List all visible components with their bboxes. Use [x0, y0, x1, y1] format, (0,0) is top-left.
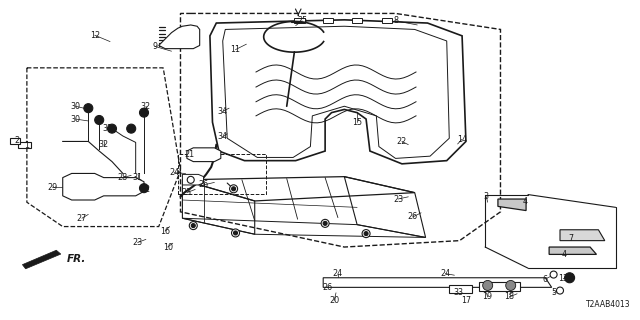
Polygon shape: [18, 142, 31, 148]
Text: 15: 15: [352, 118, 362, 127]
Polygon shape: [159, 25, 200, 49]
Text: 30: 30: [70, 102, 81, 111]
Text: 14: 14: [457, 135, 467, 144]
Text: 28: 28: [118, 173, 128, 182]
Text: 3: 3: [484, 192, 489, 201]
Polygon shape: [382, 18, 392, 23]
Polygon shape: [560, 230, 605, 241]
Circle shape: [191, 224, 195, 228]
Text: 16: 16: [160, 227, 170, 236]
Polygon shape: [498, 199, 526, 211]
Text: FR.: FR.: [67, 254, 86, 264]
Circle shape: [140, 184, 148, 193]
Text: 34: 34: [218, 132, 228, 141]
Text: 32: 32: [141, 185, 151, 194]
Text: 20: 20: [329, 296, 339, 305]
Text: 10: 10: [163, 243, 173, 252]
Circle shape: [362, 230, 370, 237]
Text: 33: 33: [453, 288, 463, 297]
Circle shape: [84, 104, 93, 113]
Text: 34: 34: [218, 107, 228, 116]
Text: 24: 24: [440, 269, 451, 278]
Polygon shape: [294, 18, 305, 23]
Text: 26: 26: [198, 180, 209, 189]
Text: T2AAB4013: T2AAB4013: [586, 300, 630, 309]
Text: 24: 24: [333, 269, 343, 278]
Circle shape: [127, 124, 136, 133]
Text: 19: 19: [483, 292, 493, 301]
Polygon shape: [323, 18, 333, 23]
Text: 23: 23: [182, 188, 192, 197]
Text: 32: 32: [99, 140, 109, 149]
Text: 12: 12: [90, 31, 100, 40]
Text: 9: 9: [152, 42, 157, 51]
Text: 22: 22: [397, 137, 407, 146]
Circle shape: [557, 287, 563, 294]
Text: 1: 1: [24, 141, 29, 150]
Polygon shape: [10, 138, 20, 144]
Text: 29: 29: [47, 183, 58, 192]
Text: 30: 30: [70, 115, 81, 124]
Text: 17: 17: [461, 296, 471, 305]
Circle shape: [483, 280, 493, 291]
Text: 23: 23: [393, 195, 403, 204]
Polygon shape: [549, 247, 596, 254]
Circle shape: [232, 187, 236, 191]
Circle shape: [234, 231, 237, 235]
Text: 26: 26: [408, 212, 418, 221]
Text: 32: 32: [141, 102, 151, 111]
Circle shape: [95, 116, 104, 124]
Circle shape: [321, 220, 329, 227]
Polygon shape: [479, 282, 520, 291]
Text: 11: 11: [230, 45, 241, 54]
Text: 4: 4: [562, 250, 567, 259]
Text: 18: 18: [504, 292, 515, 301]
Text: 24: 24: [169, 168, 179, 177]
Polygon shape: [449, 285, 472, 293]
Circle shape: [189, 221, 197, 230]
Circle shape: [564, 273, 575, 283]
Polygon shape: [323, 278, 552, 287]
Circle shape: [140, 108, 148, 117]
Polygon shape: [352, 18, 362, 23]
Text: 4: 4: [522, 197, 527, 206]
Text: 23: 23: [132, 238, 143, 247]
Circle shape: [506, 280, 516, 291]
Text: 21: 21: [184, 150, 195, 159]
Text: 8: 8: [393, 16, 398, 25]
Circle shape: [188, 176, 194, 183]
Circle shape: [550, 271, 557, 278]
Text: 27: 27: [77, 214, 87, 223]
Text: 31: 31: [102, 124, 113, 133]
Text: 5: 5: [551, 288, 556, 297]
Text: 13: 13: [558, 274, 568, 283]
Circle shape: [232, 229, 239, 237]
Text: 6: 6: [543, 275, 548, 284]
Circle shape: [364, 232, 368, 236]
Polygon shape: [182, 174, 204, 185]
Circle shape: [230, 185, 237, 193]
Text: 31: 31: [132, 173, 143, 182]
Text: 7: 7: [568, 234, 573, 243]
Circle shape: [108, 124, 116, 133]
Polygon shape: [187, 148, 221, 162]
Circle shape: [323, 221, 327, 225]
Text: 2: 2: [14, 136, 19, 145]
Text: 26: 26: [323, 283, 333, 292]
Text: 25: 25: [297, 16, 307, 25]
Polygon shape: [63, 173, 144, 200]
Polygon shape: [22, 250, 61, 269]
